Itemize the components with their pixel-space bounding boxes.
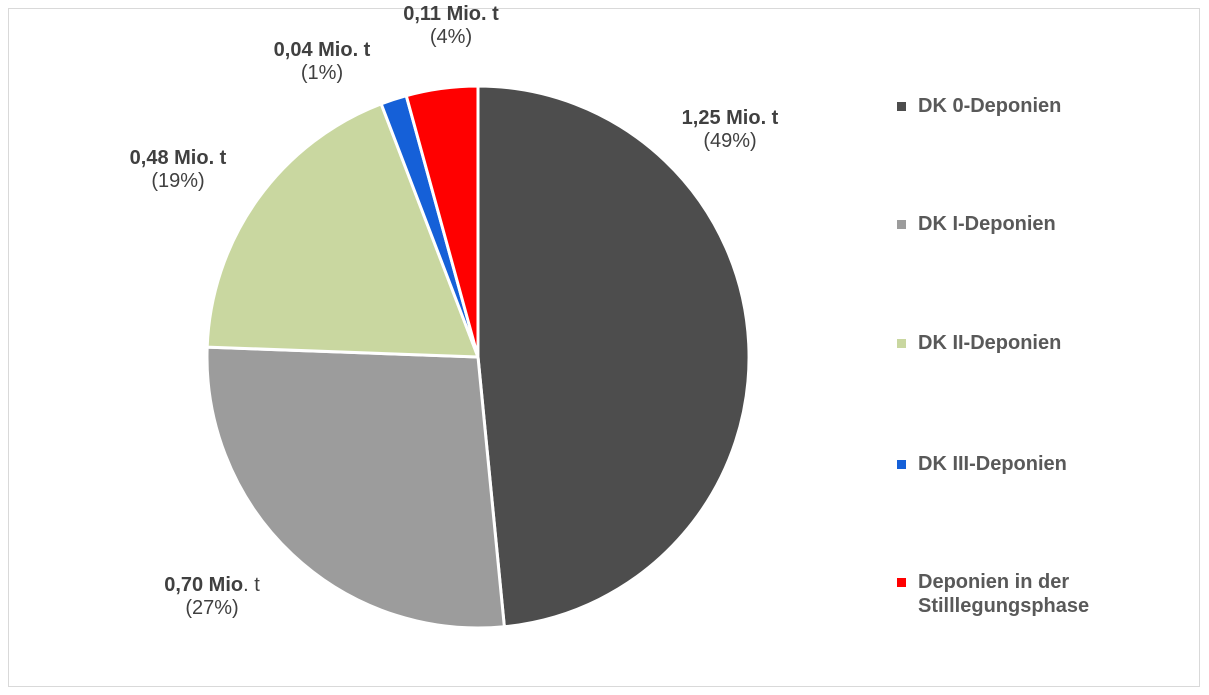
- legend-swatch-dk2: [897, 339, 906, 348]
- data-label-dk0-value: 1,25 Mio. t: [681, 107, 779, 129]
- data-label-dk1-value-unit: . t: [243, 574, 260, 596]
- legend-label-stilllegung: Deponien in der Stilllegungsphase: [918, 571, 1090, 617]
- data-label-dk1: 0,70 Mio. t (27%): [164, 574, 260, 620]
- legend-label-dk0: DK 0-Deponien: [918, 95, 1062, 117]
- pie-slice-dk1: [205, 345, 506, 630]
- data-label-dk3: 0,04 Mio. t (1%): [274, 39, 371, 85]
- pie-slice-dk0: [476, 84, 751, 629]
- pie-slice-dk2: [205, 102, 480, 359]
- legend-swatch-dk0: [897, 102, 906, 111]
- data-label-dk1-value-main: 0,70 Mio: [164, 574, 244, 596]
- data-label-stilllegung-value: 0,11 Mio. t: [403, 3, 499, 25]
- data-label-stilllegung-percent: (4%): [429, 26, 473, 48]
- legend-swatch-dk3: [897, 460, 906, 469]
- legend-label-dk1: DK I-Deponien: [918, 213, 1056, 235]
- data-label-dk1-percent: (27%): [185, 597, 239, 619]
- data-label-dk0-percent: (49%): [703, 130, 757, 152]
- data-label-stilllegung: 0,11 Mio. t (4%): [403, 3, 499, 49]
- data-label-dk2-value: 0,48 Mio. t: [129, 147, 227, 169]
- legend-swatch-stilllegung: [897, 578, 906, 587]
- legend-label-dk3: DK III-Deponien: [918, 453, 1067, 475]
- data-label-dk1-value: 0,70 Mio. t: [164, 574, 260, 597]
- pie-slice-stilllegung: [404, 84, 480, 359]
- data-label-dk2: 0,48 Mio. t (19%): [130, 147, 227, 193]
- data-label-dk3-value: 0,04 Mio. t: [273, 39, 371, 61]
- data-label-dk0: 1,25 Mio. t (49%): [682, 107, 779, 153]
- legend-label-dk2: DK II-Deponien: [918, 332, 1062, 354]
- legend-swatch-dk1: [897, 220, 906, 229]
- data-label-dk2-percent: (19%): [151, 170, 205, 192]
- data-label-dk3-percent: (1%): [300, 62, 344, 84]
